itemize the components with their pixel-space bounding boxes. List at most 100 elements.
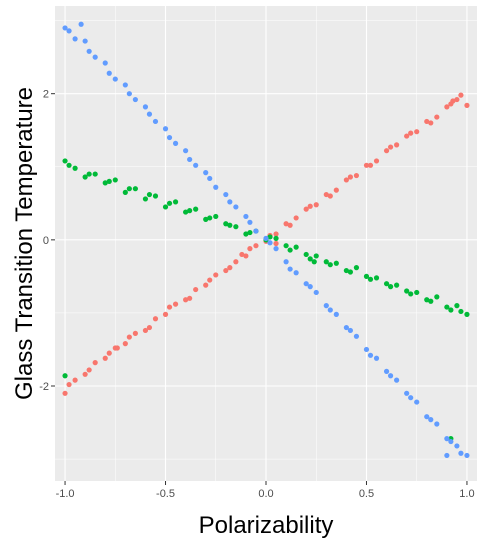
data-point (414, 289, 420, 296)
data-point (283, 221, 289, 227)
data-point (72, 165, 78, 171)
series-3 (62, 21, 470, 459)
data-point (247, 229, 253, 236)
data-point (207, 277, 213, 283)
data-point (152, 118, 159, 125)
y-tick-label: 0 (43, 235, 49, 247)
data-point (223, 191, 229, 198)
data-point (183, 297, 189, 303)
data-point (327, 193, 333, 199)
data-point (434, 114, 440, 120)
data-point (383, 148, 390, 154)
data-point (152, 193, 159, 199)
data-point (464, 102, 470, 108)
data-point (363, 162, 370, 168)
data-point (106, 70, 112, 76)
data-point (404, 133, 410, 139)
data-point (122, 341, 128, 347)
data-point (327, 262, 333, 268)
data-point (183, 148, 189, 154)
x-axis-title: Polarizability (199, 512, 334, 539)
data-point (62, 25, 68, 31)
data-point (424, 414, 430, 420)
data-point (347, 269, 353, 275)
data-point (367, 162, 374, 168)
data-point (233, 204, 239, 210)
data-point (172, 301, 179, 307)
x-axis: -1.0 -0.5 0.0 0.5 1.0 (56, 481, 475, 500)
data-point (162, 311, 169, 317)
data-point (193, 206, 199, 212)
data-point (203, 170, 209, 176)
data-point (273, 246, 279, 252)
data-point (122, 82, 128, 88)
y-axis: -2 0 2 (39, 89, 55, 393)
data-point (323, 303, 329, 309)
data-point (172, 199, 179, 205)
data-point (227, 199, 233, 205)
data-point (132, 330, 138, 336)
y-tick-label: 2 (43, 89, 49, 101)
data-point (287, 247, 293, 253)
data-point (86, 171, 92, 177)
data-point (82, 174, 88, 180)
data-point (464, 452, 470, 459)
data-point (353, 265, 360, 271)
data-point (444, 304, 450, 310)
data-point (313, 253, 319, 259)
data-point (428, 417, 434, 423)
data-point (142, 104, 149, 110)
data-point (166, 134, 173, 141)
data-point (408, 395, 414, 401)
data-point (193, 286, 199, 293)
data-point (464, 311, 470, 317)
data-point (223, 267, 229, 274)
data-point (454, 96, 460, 103)
data-point (62, 158, 68, 164)
data-point (367, 276, 374, 282)
data-point (247, 246, 253, 252)
data-point (106, 178, 112, 184)
data-point (207, 215, 213, 221)
data-point (112, 177, 118, 183)
data-point (193, 162, 199, 168)
data-point (387, 144, 394, 150)
data-point (162, 126, 169, 132)
data-point (287, 266, 293, 272)
data-point (428, 120, 434, 126)
data-point (283, 243, 289, 249)
data-point (373, 355, 380, 361)
data-point (414, 399, 420, 405)
x-tick-label: 0.5 (359, 488, 374, 500)
data-point (424, 297, 430, 303)
data-point (92, 360, 98, 366)
data-point (307, 256, 313, 262)
data-point (92, 54, 98, 60)
data-point (106, 350, 112, 356)
data-point (333, 260, 339, 266)
data-point (86, 367, 92, 373)
data-point (450, 98, 456, 104)
data-point (387, 373, 394, 379)
data-point (273, 240, 279, 247)
data-point (243, 213, 249, 220)
data-point (343, 177, 349, 183)
data-point (243, 231, 249, 237)
data-point (394, 142, 400, 148)
data-point (363, 346, 370, 353)
data-point (253, 243, 259, 249)
data-point (448, 307, 454, 313)
data-point (62, 373, 68, 379)
data-point (86, 48, 92, 54)
data-point (414, 129, 420, 135)
data-point (233, 224, 239, 230)
data-point (267, 234, 273, 240)
data-point (287, 222, 293, 228)
data-point (293, 215, 299, 221)
data-point (203, 282, 209, 288)
data-point (126, 334, 132, 340)
y-axis-title: Glass Transition Temperature (11, 87, 38, 400)
data-point (363, 273, 370, 279)
data-point (454, 443, 460, 449)
